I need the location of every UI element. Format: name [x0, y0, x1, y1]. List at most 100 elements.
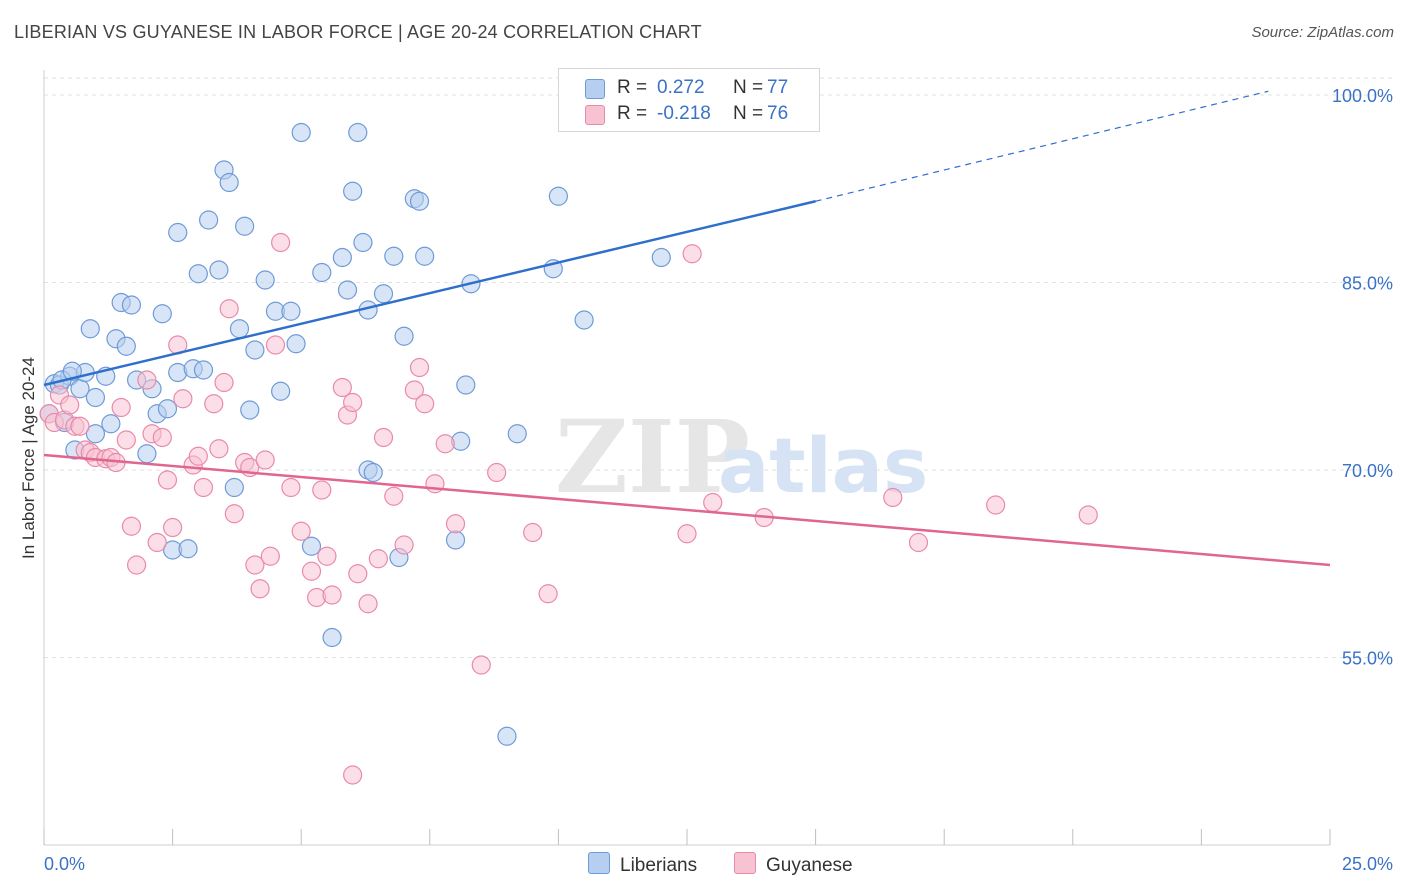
y-tick-label: 70.0%: [1342, 461, 1393, 481]
guyanese-point: [445, 514, 466, 534]
liberians-point: [394, 326, 414, 346]
liberians-point: [353, 232, 373, 253]
r-label: R =: [617, 77, 648, 98]
liberians-legend-swatch: [588, 852, 610, 874]
guyanese-point: [291, 521, 311, 541]
liberians-point: [363, 462, 383, 483]
liberians-point: [281, 301, 301, 321]
liberians-point: [229, 319, 250, 339]
r-label: R =: [617, 103, 648, 124]
guyanese-point: [250, 579, 270, 599]
liberians-point: [193, 360, 214, 380]
guyanese-point: [147, 532, 167, 553]
guyanese-point: [883, 487, 903, 508]
guyanese-point: [214, 372, 234, 393]
liberians-point: [152, 304, 172, 324]
guyanese-point: [157, 470, 178, 490]
guyanese-point: [523, 522, 543, 543]
guyanese-point: [126, 555, 147, 575]
liberians-point: [62, 361, 82, 381]
guyanese-point: [487, 462, 507, 483]
guyanese-point: [317, 546, 337, 566]
guyanese-point: [343, 392, 363, 413]
guyanese-point: [471, 655, 491, 675]
liberians-point: [343, 181, 363, 201]
guyanese-legend-swatch: [734, 852, 756, 874]
liberians-point: [137, 444, 157, 464]
guyanese-point: [116, 430, 136, 450]
liberians-point: [116, 336, 136, 356]
guyanese-point: [343, 765, 363, 785]
liberians-point: [507, 424, 527, 444]
bottom-legend-liberians: Liberians: [588, 852, 697, 877]
guyanese-point: [281, 477, 301, 498]
liberians-point: [332, 247, 352, 268]
liberians-point: [384, 246, 404, 266]
guyanese-point: [245, 555, 265, 575]
liberians-point: [235, 216, 255, 236]
liberians-point: [548, 186, 569, 206]
liberians-point: [85, 387, 106, 408]
liberians-point: [219, 172, 239, 193]
y-tick-label: 55.0%: [1342, 649, 1393, 669]
liberians-point: [497, 726, 517, 746]
guyanese-point: [908, 532, 929, 553]
guyanese-swatch: [585, 105, 605, 125]
n-label: N =: [733, 77, 764, 98]
guyanese-point: [415, 394, 435, 414]
liberians-point: [271, 381, 291, 401]
liberians-point: [445, 530, 466, 550]
guyanese-point: [209, 439, 229, 459]
chart-title: LIBERIAN VS GUYANESE IN LABOR FORCE | AG…: [14, 22, 702, 42]
liberians-swatch: [585, 79, 605, 99]
guyanese-point: [219, 299, 239, 319]
liberians-point: [255, 270, 275, 290]
liberians-point: [80, 319, 100, 339]
liberians-point: [121, 295, 142, 315]
guyanese-point: [224, 504, 244, 524]
liberians-legend-label: Liberians: [620, 855, 698, 876]
liberians-point: [85, 424, 106, 444]
y-axis-label: In Labor Force | Age 20-24: [19, 357, 38, 559]
liberians-point: [337, 280, 358, 300]
liberians-point: [168, 222, 188, 243]
guyanese-point: [373, 427, 394, 448]
guyanese-point: [435, 434, 455, 454]
guyanese-point: [193, 477, 214, 498]
guyanese-point: [60, 395, 80, 415]
liberians-trend-line: [43, 200, 816, 387]
guyanese-legend-label: Guyanese: [766, 855, 853, 876]
guyanese-point: [163, 517, 183, 538]
stats-legend: R = 0.272 N = 77 R = -0.218 N = 76: [558, 68, 820, 132]
guyanese-point: [986, 495, 1006, 515]
liberians-point: [240, 400, 260, 420]
chart-source: Source: ZipAtlas.com: [1251, 24, 1394, 41]
liberians-point: [101, 414, 121, 434]
liberians-point: [157, 399, 178, 419]
guyanese-point: [332, 377, 352, 398]
liberians-point: [301, 536, 322, 556]
guyanese-point: [70, 416, 90, 436]
guyanese-point: [1078, 505, 1098, 525]
guyanese-point: [137, 370, 157, 390]
guyanese-point: [260, 546, 280, 566]
liberians-point: [348, 122, 368, 143]
r-value: 0.272: [657, 77, 705, 98]
bottom-legend-guyanese: Guyanese: [734, 852, 853, 877]
guyanese-point: [312, 480, 332, 500]
r-value: -0.218: [657, 103, 711, 124]
guyanese-point: [111, 397, 131, 418]
guyanese-point: [152, 427, 172, 448]
guyanese-point: [358, 594, 378, 614]
liberians-point: [651, 247, 671, 268]
liberians-point: [312, 262, 332, 283]
guyanese-trend-line: [43, 453, 1331, 567]
guyanese-point: [677, 524, 697, 544]
liberians-point: [291, 122, 311, 143]
liberians-point: [456, 375, 476, 395]
guyanese-point: [265, 335, 286, 355]
liberians-point: [322, 627, 342, 648]
guyanese-point: [703, 492, 723, 513]
guyanese-point: [271, 232, 291, 253]
